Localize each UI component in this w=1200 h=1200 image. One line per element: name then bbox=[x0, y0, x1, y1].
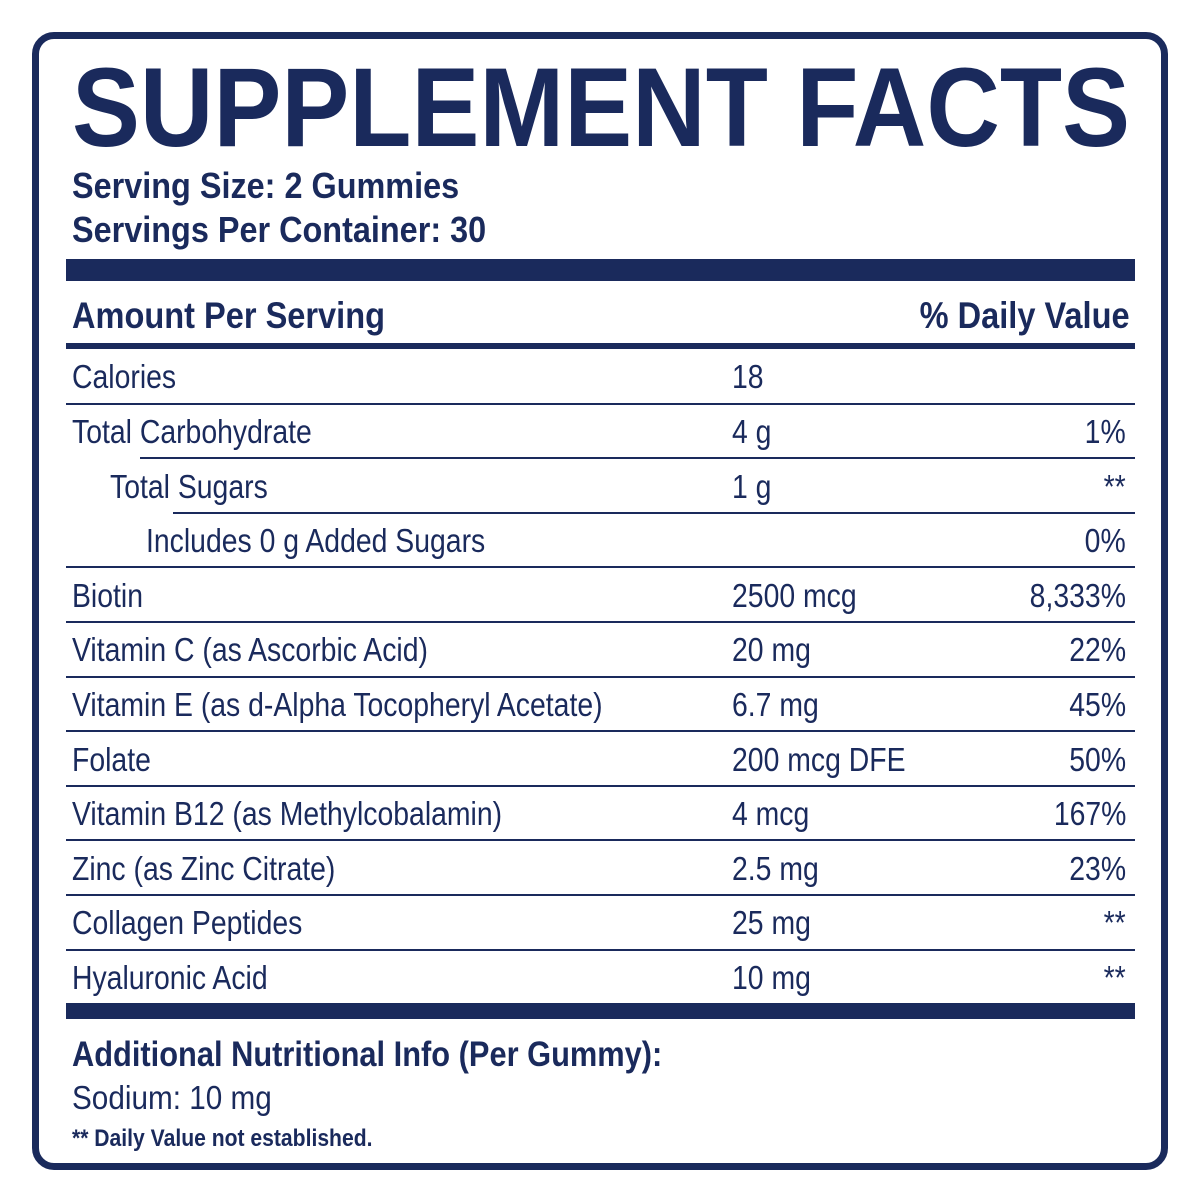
row-rule bbox=[66, 839, 1135, 842]
header-daily-value: % Daily Value bbox=[920, 295, 1130, 336]
thick-rule bbox=[66, 1003, 1135, 1019]
row-amount: 2.5 mg bbox=[732, 849, 819, 887]
row-amount: 6.7 mg bbox=[732, 685, 819, 723]
sodium: Sodium: 10 mg bbox=[72, 1079, 272, 1116]
serving-size: Serving Size: 2 Gummies bbox=[72, 165, 460, 206]
thick-rule bbox=[66, 259, 1135, 281]
servings-per-container: Servings Per Container: 30 bbox=[72, 209, 487, 250]
row-name: Vitamin C (as Ascorbic Acid) bbox=[72, 631, 428, 669]
row-daily-value: ** bbox=[1103, 904, 1126, 942]
row-amount: 20 mg bbox=[732, 631, 811, 669]
row-name: Zinc (as Zinc Citrate) bbox=[72, 849, 336, 887]
row-daily-value: 167% bbox=[1053, 795, 1126, 833]
row-name: Vitamin E (as d-Alpha Tocopheryl Acetate… bbox=[72, 685, 603, 723]
row-name: Calories bbox=[72, 358, 177, 396]
row-name: Collagen Peptides bbox=[72, 904, 303, 942]
row-name: Hyaluronic Acid bbox=[72, 958, 268, 996]
row-amount: 4 g bbox=[732, 412, 772, 450]
row-rule bbox=[66, 784, 1135, 787]
row-amount: 1 g bbox=[732, 467, 772, 505]
row-daily-value: 8,333% bbox=[1029, 576, 1126, 614]
row-rule bbox=[66, 948, 1135, 951]
footnote: ** Daily Value not established. bbox=[72, 1125, 373, 1152]
row-daily-value: 45% bbox=[1069, 685, 1126, 723]
row-daily-value: ** bbox=[1103, 958, 1126, 996]
row-amount: 2500 mcg bbox=[732, 576, 857, 614]
row-amount: 200 mcg DFE bbox=[732, 740, 906, 778]
header-rule bbox=[66, 343, 1135, 349]
row-rule bbox=[66, 730, 1135, 733]
row-rule bbox=[66, 675, 1135, 678]
row-amount: 25 mg bbox=[732, 904, 811, 942]
row-daily-value: 50% bbox=[1069, 740, 1126, 778]
row-daily-value: ** bbox=[1103, 467, 1126, 505]
row-name: Total Sugars bbox=[110, 467, 268, 505]
additional-title: Additional Nutritional Info (Per Gummy): bbox=[72, 1035, 663, 1074]
row-amount: 18 bbox=[732, 358, 764, 396]
row-daily-value: 1% bbox=[1084, 412, 1126, 450]
row-name: Folate bbox=[72, 740, 151, 778]
row-daily-value: 22% bbox=[1069, 631, 1126, 669]
row-rule bbox=[66, 621, 1135, 623]
label-border bbox=[32, 32, 1168, 1170]
row-amount: 4 mcg bbox=[732, 795, 810, 833]
row-rule bbox=[66, 894, 1135, 896]
title-area: SUPPLEMENT FACTS bbox=[72, 45, 1130, 170]
row-rule bbox=[66, 566, 1135, 569]
row-name: Vitamin B12 (as Methylcobalamin) bbox=[72, 795, 503, 833]
row-rule bbox=[172, 511, 1135, 514]
header-amount: Amount Per Serving bbox=[72, 295, 386, 336]
row-name: Biotin bbox=[72, 576, 144, 614]
row-name: Total Carbohydrate bbox=[72, 412, 312, 450]
row-rule bbox=[66, 402, 1135, 405]
row-daily-value: 0% bbox=[1084, 522, 1126, 560]
row-amount: 10 mg bbox=[732, 958, 811, 996]
row-name: Includes 0 g Added Sugars bbox=[146, 522, 486, 560]
title: SUPPLEMENT FACTS bbox=[72, 45, 1130, 170]
row-rule bbox=[140, 457, 1135, 460]
row-daily-value: 23% bbox=[1069, 849, 1126, 887]
